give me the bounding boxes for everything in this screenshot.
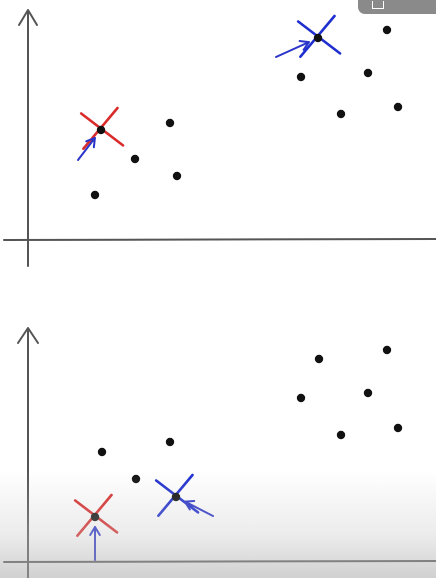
- after-data-point-9: [394, 424, 402, 432]
- top-x-axis: [4, 239, 436, 240]
- after-data-point-4: [297, 394, 305, 402]
- after-blue-centroid: [156, 475, 213, 516]
- blue-centroid-center: [172, 493, 180, 501]
- before-data-point-9: [394, 103, 402, 111]
- after-red-centroid: [75, 495, 117, 560]
- after-data-point-7: [364, 389, 372, 397]
- after-data-point-5: [315, 355, 323, 363]
- captions-icon: [372, 1, 384, 9]
- after-data-point-3: [166, 438, 174, 446]
- before-red-centroid: [78, 108, 123, 160]
- before-data-point-4: [173, 172, 181, 180]
- top-panel-axes: [4, 10, 436, 266]
- before-blue-centroid: [276, 16, 340, 57]
- after-data-point-6: [337, 431, 345, 439]
- after-data-point-2: [132, 475, 140, 483]
- before-panel: [78, 16, 402, 199]
- red-centroid-center: [97, 126, 105, 134]
- before-data-point-5: [297, 73, 305, 81]
- blue-centroid-center: [314, 34, 322, 42]
- red-centroid-center: [91, 513, 99, 521]
- after-data-point-8: [383, 346, 391, 354]
- before-data-point-7: [364, 69, 372, 77]
- after-data-point-1: [98, 448, 106, 456]
- marks-layer: [75, 16, 402, 560]
- video-badge[interactable]: [358, 0, 436, 14]
- before-data-point-1: [91, 191, 99, 199]
- before-data-point-8: [383, 26, 391, 34]
- before-data-point-6: [337, 110, 345, 118]
- bottom-panel-axes: [4, 328, 436, 578]
- bottom-x-axis: [4, 561, 436, 562]
- after-panel: [75, 346, 402, 560]
- before-data-point-3: [166, 119, 174, 127]
- before-data-point-2: [131, 155, 139, 163]
